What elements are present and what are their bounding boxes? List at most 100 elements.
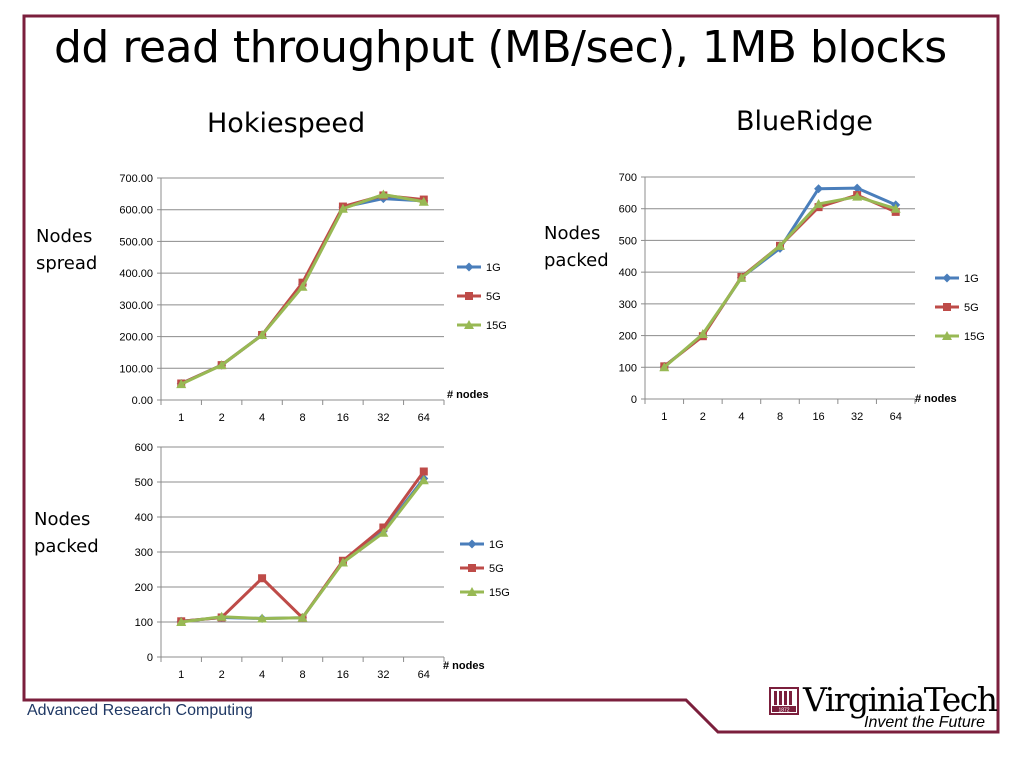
- x-tick-label: 32: [377, 669, 389, 681]
- legend-marker: [943, 303, 951, 311]
- data-point: [852, 191, 863, 201]
- legend-item-5G: 5G: [460, 563, 504, 575]
- y-tick-label: 0.00: [132, 395, 153, 407]
- series-line: [181, 477, 425, 623]
- x-tick-label: 4: [259, 669, 265, 681]
- legend-item-1G: 1G: [457, 262, 501, 274]
- y-tick-label: 700: [619, 172, 637, 184]
- chart-blueridge-packed: 0 100 200 300 400 500 600 700 1 2 4 8 16 32 64 # nodes 1…: [619, 172, 985, 423]
- data-point: [297, 281, 308, 291]
- x-tick-label: 32: [851, 411, 863, 423]
- y-tick-label: 300: [135, 547, 153, 559]
- legend-label: 15G: [489, 587, 510, 599]
- x-tick-label: 1: [661, 411, 667, 423]
- x-tick-label: 4: [738, 411, 744, 423]
- y-tick-label: 600.00: [119, 205, 153, 217]
- series-15G: [176, 189, 429, 389]
- data-point: [337, 557, 348, 567]
- series-line: [663, 193, 897, 368]
- y-tick-label: 700.00: [119, 173, 153, 185]
- side-label-blueridge-packed: Nodes packed: [544, 220, 609, 274]
- y-tick-label: 400.00: [119, 268, 153, 280]
- legend-marker: [467, 587, 477, 596]
- legend-item-15G: 15G: [935, 331, 985, 343]
- legend-item-15G: 15G: [460, 587, 510, 599]
- legend-marker: [464, 262, 474, 272]
- y-tick-label: 500.00: [119, 236, 153, 248]
- data-point: [814, 184, 824, 194]
- virginia-tech-logo-icon: 1872: [769, 687, 799, 715]
- legend-item-15G: 15G: [457, 320, 507, 332]
- side-label-line-2: packed: [34, 536, 99, 557]
- x-tick-label: 64: [418, 412, 430, 424]
- x-tick-label: 16: [812, 411, 824, 423]
- legend-item-5G: 5G: [457, 291, 501, 303]
- data-point: [379, 523, 388, 532]
- data-point: [297, 612, 308, 622]
- legend-label: 1G: [486, 262, 501, 274]
- x-tick-label: 8: [299, 669, 305, 681]
- side-label-line-1: Nodes: [34, 509, 91, 530]
- side-label-line-1: Nodes: [36, 226, 93, 247]
- y-tick-label: 600: [619, 204, 637, 216]
- data-point: [216, 360, 227, 370]
- legend-marker: [465, 292, 473, 300]
- x-tick-label: 2: [219, 412, 225, 424]
- legend-label: 1G: [964, 273, 979, 285]
- y-tick-label: 600: [135, 442, 153, 454]
- data-point: [659, 362, 670, 372]
- x-tick-label: 64: [890, 411, 902, 423]
- legend-label: 5G: [489, 563, 504, 575]
- legend-label: 5G: [486, 291, 501, 303]
- data-point: [418, 475, 429, 485]
- chart-hokiespeed-spread: 0.00 100.00 200.00 300.00 400.00 500.00 600.00…: [119, 173, 506, 424]
- data-point: [736, 272, 747, 282]
- y-tick-label: 100: [619, 362, 637, 374]
- y-tick-label: 300: [619, 299, 637, 311]
- legend-item-5G: 5G: [935, 302, 979, 314]
- logo-year: 1872: [778, 707, 789, 713]
- logo-tagline: Invent the Future: [864, 714, 985, 731]
- series-5G: [177, 467, 428, 626]
- y-tick-label: 0: [631, 394, 637, 406]
- data-point: [337, 203, 348, 213]
- y-tick-label: 200: [619, 331, 637, 343]
- data-point: [890, 203, 901, 213]
- legend-label: 5G: [964, 302, 979, 314]
- data-point: [176, 617, 187, 626]
- side-label-hokiespeed-spread: Nodes spread: [36, 223, 97, 277]
- x-axis-label: # nodes: [447, 389, 489, 401]
- y-tick-label: 100.00: [119, 363, 153, 375]
- y-tick-label: 500: [135, 477, 153, 489]
- side-label-hokiespeed-packed: Nodes packed: [34, 506, 99, 560]
- legend-label: 15G: [964, 331, 985, 343]
- data-point: [697, 328, 708, 338]
- y-tick-label: 0: [147, 652, 153, 664]
- series-1G: [176, 194, 429, 389]
- x-tick-label: 1: [178, 412, 184, 424]
- chart-title-blueridge: BlueRidge: [736, 106, 873, 137]
- data-point: [852, 183, 862, 193]
- x-axis-label: # nodes: [915, 393, 957, 405]
- y-tick-label: 400: [135, 512, 153, 524]
- series-line: [180, 197, 424, 385]
- series-15G: [659, 191, 901, 372]
- legend-marker: [467, 539, 477, 549]
- x-tick-label: 8: [777, 411, 783, 423]
- y-tick-label: 100: [135, 617, 153, 629]
- x-tick-label: 4: [259, 412, 265, 424]
- data-point: [176, 379, 187, 389]
- data-point: [257, 329, 268, 339]
- data-point: [378, 527, 389, 537]
- data-point: [258, 574, 267, 583]
- side-label-line-1: Nodes: [544, 223, 601, 244]
- x-tick-label: 32: [377, 412, 389, 424]
- side-label-line-2: packed: [544, 250, 609, 271]
- legend-marker: [942, 273, 952, 283]
- legend-label: 1G: [489, 539, 504, 551]
- x-tick-label: 1: [178, 669, 184, 681]
- data-point: [775, 240, 785, 250]
- data-point: [419, 467, 428, 476]
